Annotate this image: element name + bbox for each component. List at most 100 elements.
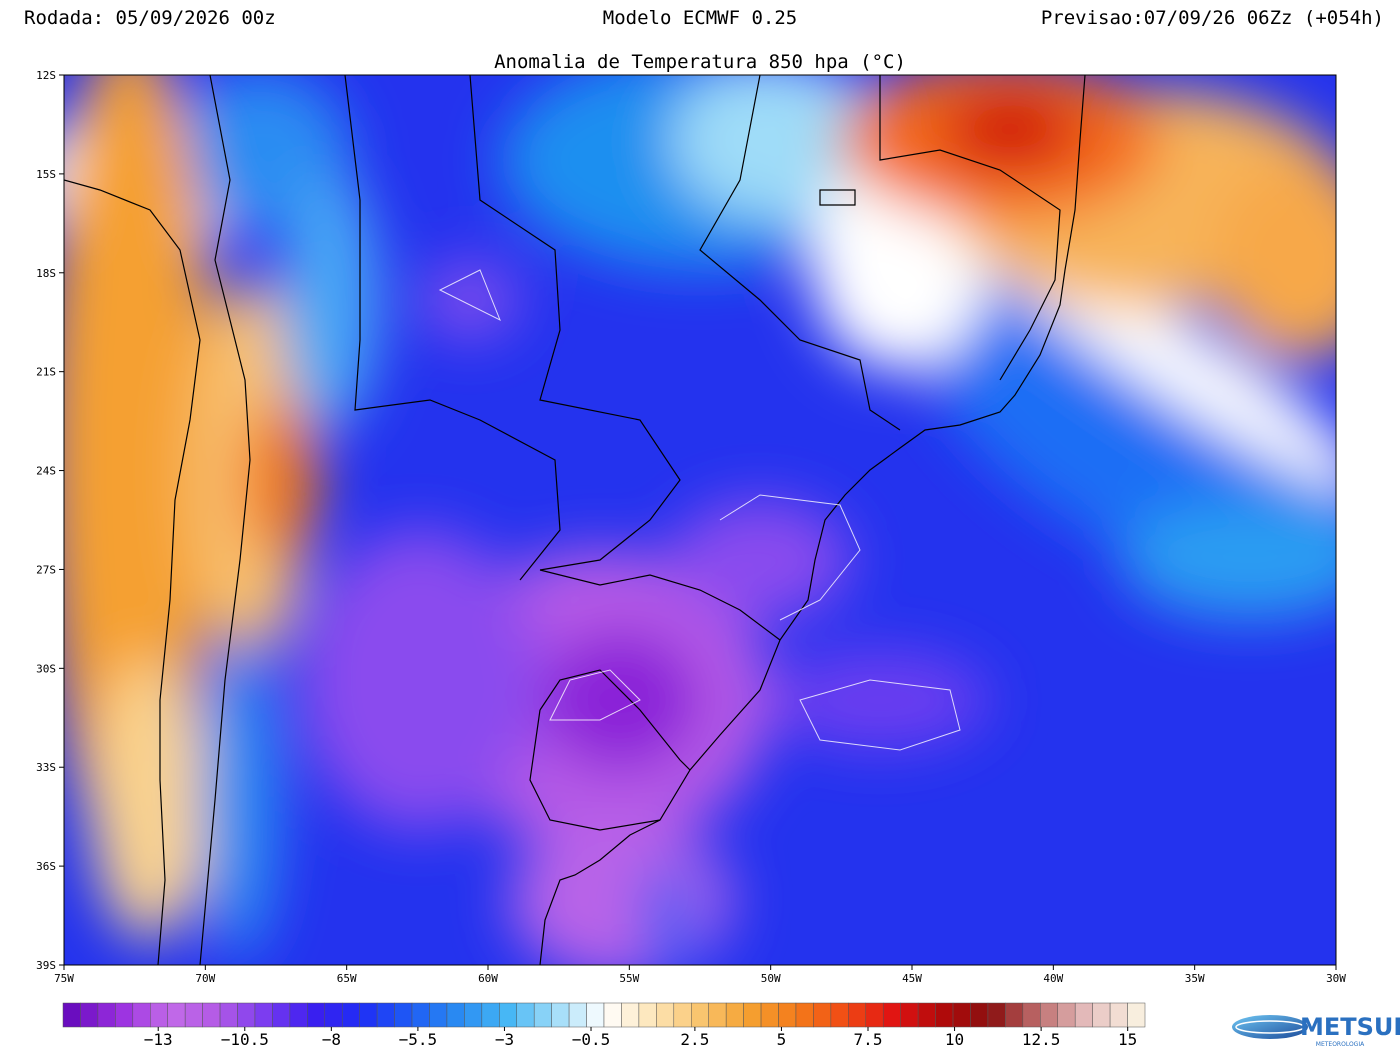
lon-tick-label: 55W (619, 972, 639, 985)
colorbar-box (499, 1002, 517, 1028)
colorbar-box (638, 1002, 657, 1028)
colorbar-box (795, 1002, 814, 1028)
lon-tick-label: 35W (1185, 972, 1205, 985)
logo-globe (1232, 1015, 1308, 1039)
colorbar-box (184, 1002, 203, 1028)
lon-tick-label: 40W (1043, 972, 1063, 985)
colorbar-box (1022, 1002, 1041, 1028)
lon-tick-label: 60W (478, 972, 498, 985)
colorbar-box (1074, 1002, 1093, 1028)
colorbar-box (778, 1002, 797, 1028)
colorbar-box (1005, 1002, 1024, 1028)
colorbar-box (708, 1002, 727, 1028)
lon-tick-label: 45W (902, 972, 922, 985)
colorbar-label: −8 (322, 1030, 341, 1049)
colorbar-box (952, 1002, 971, 1028)
colorbar-box (830, 1002, 849, 1028)
colorbar-label: −5.5 (399, 1030, 438, 1049)
colorbar-box (900, 1002, 919, 1028)
lat-tick-label: 36S (36, 860, 56, 873)
colorbar-box (586, 1002, 605, 1028)
colorbar-box (813, 1002, 832, 1028)
colorbar-box (237, 1002, 256, 1028)
colorbar-box (481, 1002, 500, 1028)
colorbar-box (1057, 1002, 1076, 1028)
colorbar-box (167, 1002, 186, 1028)
logo-name: METSUL (1300, 1013, 1400, 1041)
colorbar-box (464, 1002, 483, 1028)
coastlines (64, 75, 1086, 965)
colorbar-box (621, 1002, 640, 1028)
colorbar-label: −10.5 (221, 1030, 269, 1049)
map-frame (63, 74, 1337, 966)
lon-tick-label: 75W (54, 972, 74, 985)
colorbar-box (359, 1002, 378, 1028)
lon-tick-label: 50W (761, 972, 781, 985)
colorbar-box (516, 1002, 535, 1028)
colorbar-box (760, 1002, 779, 1028)
logo-ring (1235, 1020, 1305, 1034)
field-blobs (64, 75, 1336, 965)
lon-tick-label: 70W (195, 972, 215, 985)
colorbar-box (1127, 1002, 1146, 1028)
colorbar-box (289, 1002, 308, 1028)
colorbar-box (411, 1002, 430, 1028)
colorbar-box (132, 1002, 151, 1028)
colorbar-box (341, 1002, 360, 1028)
model-label: Modelo ECMWF 0.25 (603, 7, 797, 29)
colorbar-label: 15 (1118, 1030, 1137, 1049)
colorbar-box (865, 1002, 884, 1028)
colorbar-box (533, 1002, 552, 1028)
colorbar-box (987, 1002, 1006, 1028)
lon-tick-label: 30W (1326, 972, 1346, 985)
colorbar-box (656, 1002, 675, 1028)
colorbar-box (725, 1002, 744, 1028)
colorbar-box (691, 1002, 709, 1028)
anomaly-field (64, 75, 1336, 965)
colorbar-label: −13 (144, 1030, 173, 1049)
colorbar-box (848, 1002, 867, 1028)
colorbar-box (446, 1002, 465, 1028)
colorbar-box (272, 1002, 291, 1028)
lat-tick-label: 27S (36, 563, 56, 576)
colorbar-box (551, 1002, 570, 1028)
colorbar-box (394, 1002, 413, 1028)
colorbar-box (219, 1002, 238, 1028)
colorbar-box (150, 1002, 168, 1028)
colorbar-box (254, 1002, 273, 1028)
lat-tick-label: 33S (36, 761, 56, 774)
colorbar-box (115, 1002, 134, 1028)
contour-lines (438, 269, 961, 751)
lat-tick-label: 30S (36, 662, 56, 675)
colorbar-box (307, 1002, 326, 1028)
colorbar-label: −3 (495, 1030, 514, 1049)
colorbar-box (603, 1002, 622, 1028)
colorbar-label: 7.5 (854, 1030, 883, 1049)
colorbar-box (917, 1002, 936, 1028)
colorbar-box (324, 1002, 343, 1028)
map-title: Anomalia de Temperatura 850 hpa (°C) (494, 51, 906, 73)
colorbar-box (970, 1002, 989, 1028)
colorbar-box (882, 1002, 901, 1028)
colorbar-box (1092, 1002, 1111, 1028)
logo-tagline: METEOROLOGIA (1316, 1041, 1365, 1048)
lat-tick-label: 39S (36, 959, 56, 972)
colorbar-box (743, 1002, 762, 1028)
colorbar-box (673, 1002, 692, 1028)
colorbar-box (62, 1002, 81, 1028)
lat-tick-label: 24S (36, 465, 56, 478)
lat-tick-label: 18S (36, 267, 56, 280)
colorbar-label: 10 (945, 1030, 964, 1049)
lat-tick-label: 21S (36, 366, 56, 379)
run-label: Rodada: 05/09/2026 00z (24, 7, 276, 29)
colorbar-label: −0.5 (572, 1030, 611, 1049)
lat-tick-label: 12S (36, 69, 56, 82)
colorbar-box (1040, 1002, 1058, 1028)
colorbar-box (1109, 1002, 1128, 1028)
lon-tick-label: 65W (337, 972, 357, 985)
colorbar-label: 12.5 (1022, 1030, 1061, 1049)
colorbar-label: 5 (777, 1030, 787, 1049)
lat-tick-label: 15S (36, 168, 56, 181)
